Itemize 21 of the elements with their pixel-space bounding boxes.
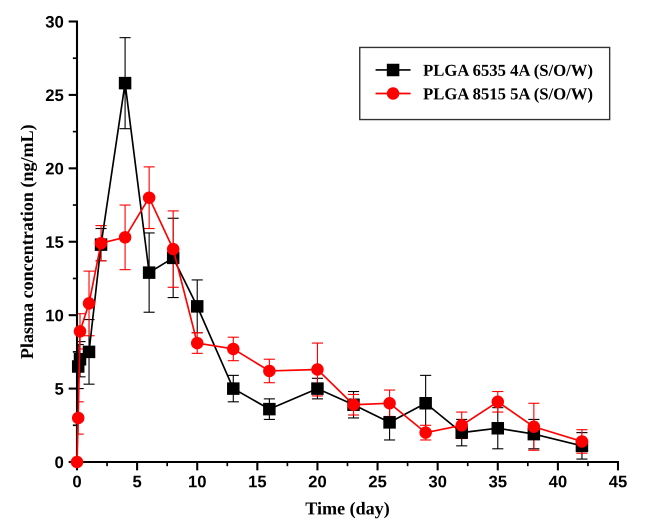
y-tick-label: 10 xyxy=(46,310,64,322)
y-tick-label: 5 xyxy=(55,383,64,395)
x-tick-label: 10 xyxy=(189,476,206,488)
y-tick-label: 20 xyxy=(46,162,64,175)
x-tick-label: 25 xyxy=(368,476,386,488)
x-tick-label: 40 xyxy=(548,476,566,488)
x-tick-label: 45 xyxy=(608,476,627,488)
y-tick-label: 15 xyxy=(46,236,64,248)
y-tick-label: 0 xyxy=(55,456,64,468)
x-tick-label: 30 xyxy=(428,476,446,488)
x-axis-title: Time (day) xyxy=(306,502,389,518)
y-tick-label: 30 xyxy=(46,16,64,28)
x-tick-label: 35 xyxy=(488,476,507,488)
x-tick-label: 20 xyxy=(308,476,326,488)
y-axis-title: Plasma concentration (ng/mL) xyxy=(20,125,37,359)
x-tick-label: 15 xyxy=(249,476,266,488)
x-tick-label: 5 xyxy=(132,476,142,488)
legend-label: PLGA 8515 5A (S/O/W) xyxy=(423,88,592,103)
legend-label: PLGA 6535 4A (S/O/W) xyxy=(423,64,592,80)
x-tick-label: 0 xyxy=(73,476,81,488)
y-tick-label: 25 xyxy=(46,89,64,102)
